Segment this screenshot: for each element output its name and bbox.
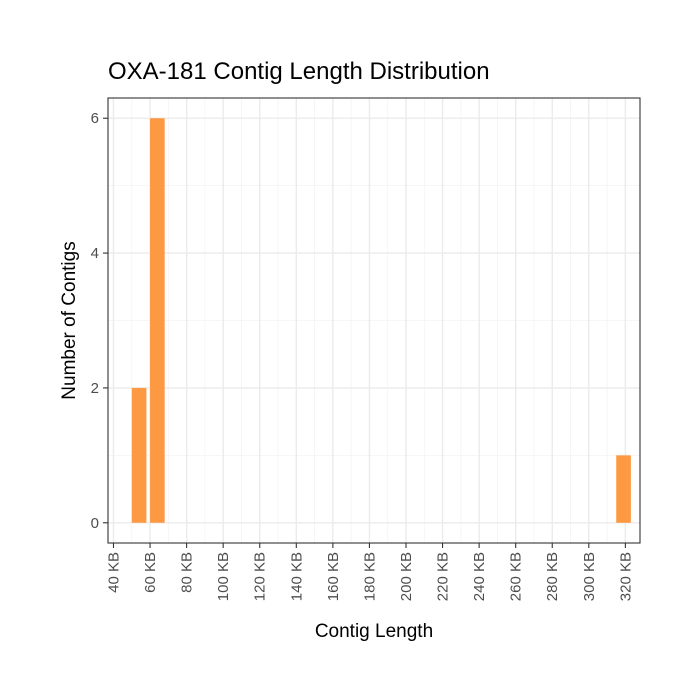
bars-group [131, 118, 631, 523]
x-tick-label: 160 KB [325, 552, 342, 601]
y-tick-label: 0 [91, 515, 99, 532]
y-tick-label: 6 [91, 110, 99, 127]
x-tick-label: 40 KB [105, 552, 122, 593]
y-tick-label: 4 [91, 245, 99, 262]
x-tick-label: 280 KB [544, 552, 561, 601]
x-tick-label: 140 KB [288, 552, 305, 601]
bar [616, 455, 631, 523]
x-tick-label: 80 KB [179, 552, 196, 593]
y-tick-label: 2 [91, 380, 99, 397]
x-tick-label: 200 KB [398, 552, 415, 601]
x-axis: 40 KB 60 KB 80 KB 100 KB 120 KB 140 KB 160 KB 1… [105, 543, 634, 601]
chart-title: OXA-181 Contig Length Distribution [108, 58, 490, 85]
x-tick-label: 220 KB [435, 552, 452, 601]
x-tick-label: 60 KB [142, 552, 159, 593]
minor-grid [108, 98, 640, 543]
x-tick-label: 100 KB [215, 552, 232, 601]
y-axis-title: Number of Contigs [59, 241, 80, 399]
x-tick-label: 320 KB [617, 552, 634, 601]
x-tick-label: 240 KB [471, 552, 488, 601]
bar [131, 387, 147, 523]
x-tick-label: 180 KB [361, 552, 378, 601]
bar [150, 118, 165, 523]
x-tick-label: 300 KB [581, 552, 598, 601]
y-axis: 0 2 4 6 [91, 110, 108, 532]
plot-panel-border [107, 97, 641, 544]
x-tick-label: 260 KB [508, 552, 525, 601]
x-axis-title: Contig Length [315, 621, 433, 642]
x-tick-label: 120 KB [252, 552, 269, 601]
